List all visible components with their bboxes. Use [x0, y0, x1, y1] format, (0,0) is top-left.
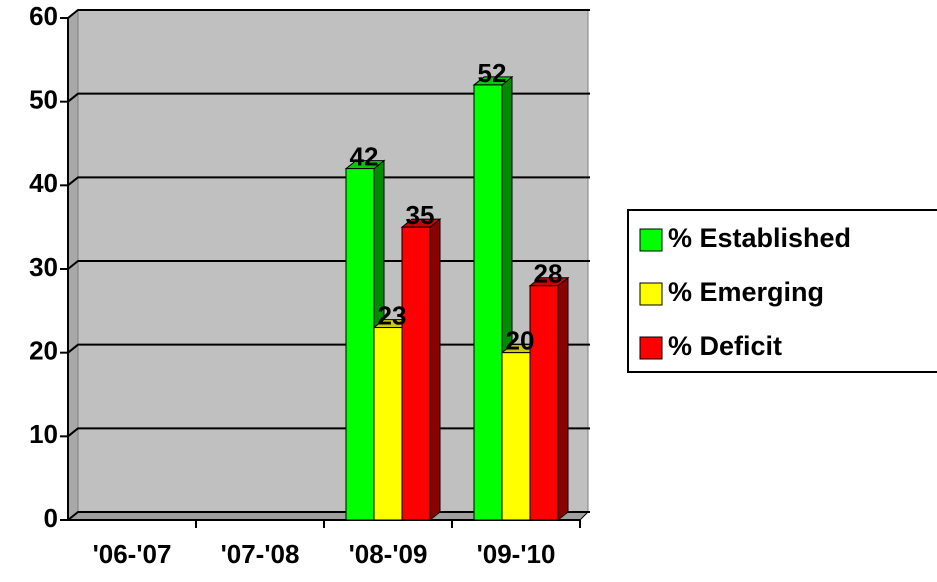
y-tick-label: 30: [29, 252, 58, 282]
legend: [627, 209, 937, 373]
legend-label: % Deficit: [668, 331, 782, 361]
legend-swatch: [639, 228, 663, 252]
bar-side: [429, 218, 441, 522]
y-tick-label: 20: [29, 336, 58, 366]
bar: [401, 226, 431, 521]
y-tick-label: 10: [29, 419, 58, 449]
grid-line: [67, 9, 590, 19]
x-tick-label: '07-'08: [221, 539, 300, 569]
data-label: 35: [406, 200, 435, 230]
data-label: 28: [534, 259, 563, 289]
bar: [501, 352, 531, 521]
bar-side: [557, 276, 569, 522]
bar: [473, 84, 503, 521]
y-tick-label: 40: [29, 168, 58, 198]
bar: [345, 168, 375, 521]
grid-line: [67, 92, 590, 103]
grid-line: [67, 176, 590, 187]
bar: [373, 327, 403, 521]
y-tick-label: 60: [29, 1, 58, 31]
x-tick-label: '09-'10: [477, 539, 556, 569]
x-tick-label: '06-'07: [93, 539, 172, 569]
legend-label: % Emerging: [668, 277, 824, 307]
data-label: 52: [478, 58, 507, 88]
bar: [529, 285, 559, 521]
y-tick-label: 50: [29, 85, 58, 115]
legend-swatch: [639, 282, 663, 306]
x-tick-label: '08-'09: [349, 539, 428, 569]
legend-swatch: [639, 336, 663, 360]
data-label: 42: [350, 141, 379, 171]
data-label: 20: [506, 326, 535, 356]
y-tick-label: 0: [44, 503, 58, 533]
data-label: 23: [378, 300, 407, 330]
legend-label: % Established: [668, 223, 851, 253]
